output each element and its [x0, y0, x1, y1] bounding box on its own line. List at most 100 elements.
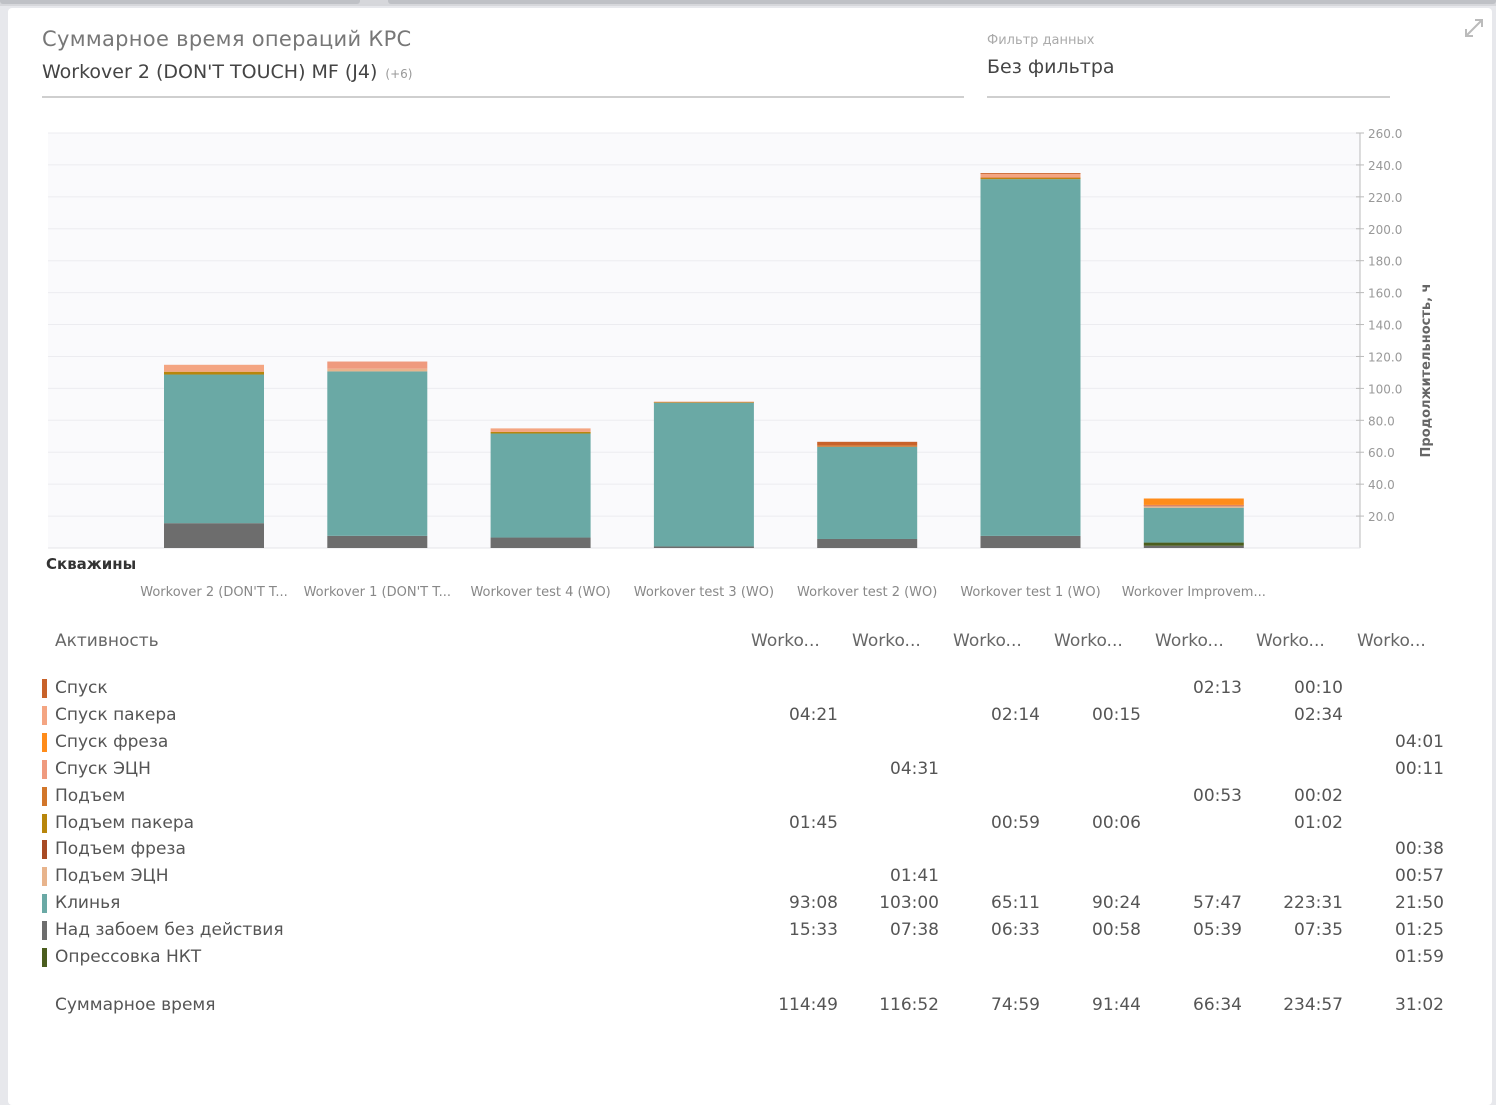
table-cell: 07:35	[1294, 920, 1343, 941]
bar-segment	[164, 523, 264, 548]
bar-segment	[1143, 542, 1244, 546]
bar-segment	[980, 177, 1081, 180]
bar-segment	[817, 446, 918, 539]
total-label: Суммарное время	[55, 995, 216, 1015]
table-column-header[interactable]: Worko...	[1054, 631, 1123, 651]
bar-segment	[1143, 504, 1244, 506]
x-axis-label: Workover test 1 (WO)	[960, 585, 1101, 600]
bar-segment	[653, 546, 754, 548]
table-column-header[interactable]: Worko...	[1357, 631, 1426, 651]
activity-label: Подъем ЭЦН	[55, 866, 169, 887]
y-tick-label: 200.0	[1368, 223, 1402, 237]
bar-segment	[653, 401, 754, 403]
activity-label: Подъем пакера	[55, 812, 195, 833]
total-cell: 114:49	[778, 995, 838, 1015]
bar-segment	[164, 374, 264, 524]
x-axis-label: Workover 2 (DON'T T...	[140, 585, 288, 600]
filter-select[interactable]: Без фильтра	[987, 56, 1115, 78]
table-cell: 00:02	[1294, 785, 1343, 806]
expand-icon[interactable]	[1462, 16, 1486, 40]
legend-swatch	[42, 759, 47, 779]
table-cell: 02:34	[1294, 704, 1343, 725]
bar-segment	[490, 537, 591, 548]
table-column-header[interactable]: Worko...	[1256, 631, 1325, 651]
table-cell: 01:02	[1294, 812, 1343, 833]
x-axis-title: Скважины	[46, 555, 137, 573]
table-cell: 21:50	[1395, 893, 1444, 914]
well-selector-value: Workover 2 (DON'T TOUCH) MF (J4)	[42, 61, 378, 83]
total-cell: 31:02	[1395, 995, 1444, 1015]
legend-swatch	[42, 894, 47, 914]
bar-segment	[1143, 507, 1244, 543]
x-axis-label: Workover test 2 (WO)	[797, 585, 938, 600]
bar-segment	[327, 535, 428, 548]
filter-label: Фильтр данных	[987, 33, 1095, 48]
filter-underline	[987, 96, 1390, 98]
activity-label: Клинья	[55, 893, 121, 914]
table-column-header[interactable]: Worko...	[953, 631, 1022, 651]
bar-segment	[653, 402, 754, 547]
table-cell: 06:33	[991, 920, 1040, 941]
table-cell: 223:31	[1283, 893, 1343, 914]
top-strip	[0, 0, 1496, 6]
table-cell: 00:53	[1193, 785, 1242, 806]
y-tick-label: 120.0	[1368, 350, 1402, 364]
total-cell: 91:44	[1092, 995, 1141, 1015]
activity-label: Спуск пакера	[55, 704, 177, 725]
total-cell: 66:34	[1193, 995, 1242, 1015]
table-cell: 90:24	[1092, 893, 1141, 914]
bar-segment	[817, 441, 918, 446]
table-cell: 04:31	[890, 758, 939, 779]
table-cell: 103:00	[879, 893, 939, 914]
well-selector[interactable]: Workover 2 (DON'T TOUCH) MF (J4) (+6)	[42, 61, 412, 83]
well-selector-underline	[42, 96, 964, 98]
table-cell: 00:06	[1092, 812, 1141, 833]
x-axis-label: Workover 1 (DON'T T...	[303, 585, 452, 600]
stacked-bar-chart: 20.0 40.0 60.0 80.0 100.0 120.0 140.0 160.0 180.…	[48, 127, 1434, 549]
table-cell: 01:25	[1395, 920, 1444, 941]
table-cell: 65:11	[991, 893, 1040, 914]
table-column-header[interactable]: Worko...	[852, 631, 921, 651]
bar-segment	[164, 371, 264, 375]
activity-label: Спуск фреза	[55, 731, 169, 752]
table-cell: 00:11	[1395, 758, 1444, 779]
table-header-activity: Активность	[55, 631, 159, 651]
y-tick-label: 80.0	[1368, 414, 1395, 428]
total-cell: 74:59	[991, 995, 1040, 1015]
y-tick-label: 140.0	[1368, 319, 1402, 333]
table-cell: 02:14	[991, 704, 1040, 725]
legend-swatch	[42, 948, 47, 967]
y-tick-label: 220.0	[1368, 191, 1402, 205]
y-tick-label: 260.0	[1368, 127, 1402, 141]
table-cell: 15:33	[789, 920, 838, 941]
bar-segment	[980, 535, 1081, 548]
activity-label: Спуск	[55, 678, 108, 698]
table-cell: 05:39	[1193, 920, 1242, 941]
table-column-header[interactable]: Worko...	[1155, 631, 1224, 651]
legend-swatch	[42, 840, 47, 860]
table-cell: 00:58	[1092, 920, 1141, 941]
bar-segment	[327, 368, 428, 372]
bar-segment	[490, 433, 591, 538]
bar-segment	[327, 361, 428, 369]
table-cell: 57:47	[1193, 893, 1242, 914]
y-tick-label: 40.0	[1368, 478, 1395, 492]
table-cell: 01:41	[890, 866, 939, 887]
bar-segment	[1143, 498, 1244, 505]
bar-segment	[327, 371, 428, 536]
legend-swatch	[42, 813, 47, 833]
bar-segment	[980, 173, 1081, 178]
table-column-header[interactable]: Worko...	[751, 631, 820, 651]
table-cell: 00:59	[991, 812, 1040, 833]
bar-segment	[164, 364, 264, 372]
bar-segment	[817, 445, 918, 447]
activity-label: Спуск ЭЦН	[55, 758, 151, 779]
activity-label: Подъем фреза	[55, 839, 186, 860]
table-cell: 00:10	[1294, 678, 1343, 698]
table-cell: 01:59	[1395, 947, 1444, 967]
x-axis-label: Workover Improvem...	[1121, 585, 1266, 600]
bar-segment	[980, 177, 1081, 179]
y-tick-label: 160.0	[1368, 287, 1402, 301]
y-tick-label: 240.0	[1368, 159, 1402, 173]
table-cell: 01:45	[789, 812, 838, 833]
